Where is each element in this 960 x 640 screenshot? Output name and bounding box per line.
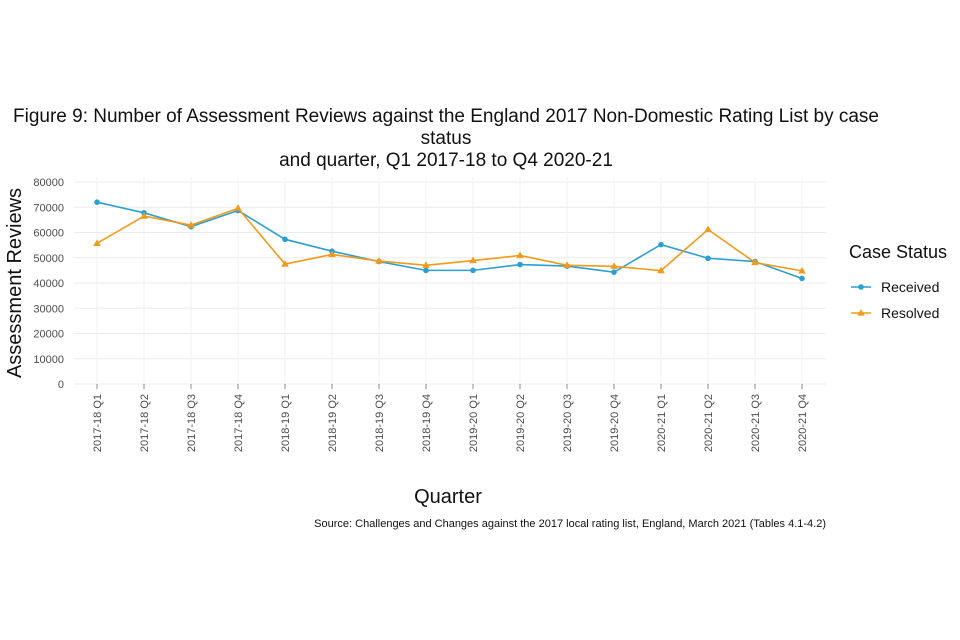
data-point-resolved	[751, 258, 759, 266]
legend-label-received: Received	[881, 279, 939, 295]
x-tick-label: 2017-18 Q3	[186, 394, 198, 452]
data-point-resolved	[563, 261, 571, 268]
data-point-resolved	[234, 204, 242, 211]
data-point-resolved	[93, 239, 101, 246]
x-tick-label: 2020-21 Q3	[750, 394, 762, 452]
x-tick-label: 2018-19 Q1	[280, 394, 292, 452]
legend-marker-received	[858, 284, 864, 290]
data-point-received	[799, 275, 805, 282]
data-point-resolved	[516, 251, 524, 259]
x-tick-label: 2017-18 Q2	[139, 394, 151, 452]
y-tick-label: 30000	[33, 303, 64, 315]
y-tick-label: 20000	[33, 329, 64, 341]
x-tick-label: 2019-20 Q2	[515, 394, 527, 452]
chart-title-line-1: Figure 9: Number of Assessment Reviews a…	[13, 106, 879, 149]
x-tick-label: 2017-18 Q4	[233, 394, 245, 452]
series-line-received	[96, 201, 803, 280]
gridlines	[74, 177, 826, 385]
data-point-resolved	[798, 266, 806, 274]
y-tick-label: 60000	[33, 228, 64, 240]
series-group	[93, 199, 806, 282]
data-point-resolved	[422, 261, 430, 268]
data-point-resolved	[281, 260, 289, 267]
legend: Case Status Received Resolved	[849, 242, 947, 321]
series-line-resolved	[96, 207, 803, 272]
x-tick-label: 2018-19 Q3	[374, 394, 386, 452]
x-axis-title: Quarter	[414, 486, 482, 508]
x-tick-label: 2020-21 Q1	[656, 394, 668, 452]
legend-title: Case Status	[849, 242, 947, 262]
data-point-resolved	[704, 225, 712, 233]
chart-title-line-2: and quarter, Q1 2017-18 to Q4 2020-21	[279, 150, 613, 171]
y-tick-label: 40000	[33, 278, 64, 290]
data-point-received	[517, 261, 523, 268]
y-tick-label: 70000	[33, 202, 64, 214]
y-tick-label: 50000	[33, 253, 64, 265]
data-point-received	[282, 236, 288, 243]
data-point-received	[705, 255, 711, 262]
data-point-received	[611, 269, 617, 275]
data-point-received	[94, 199, 100, 205]
data-point-resolved	[657, 266, 665, 274]
x-axis-ticks: 2017-18 Q1 2017-18 Q2 2017-18 Q3 2017-18 Q4…	[92, 384, 809, 452]
x-tick-label: 2020-21 Q4	[797, 394, 809, 452]
x-tick-label: 2019-20 Q4	[609, 394, 621, 452]
x-tick-label: 2017-18 Q1	[92, 394, 104, 452]
y-axis-title: Assessment Reviews	[4, 188, 26, 378]
x-tick-label: 2019-20 Q3	[562, 394, 574, 452]
legend-label-resolved: Resolved	[881, 305, 939, 321]
chart-title: Figure 9: Number of Assessment Reviews a…	[0, 106, 892, 172]
y-axis-ticks: 0 10000 20000 30000 40000 50000 60000 70000 8000…	[33, 177, 64, 391]
source-note: Source: Challenges and Changes against t…	[314, 518, 826, 530]
data-point-resolved	[140, 212, 148, 219]
y-tick-label: 80000	[33, 177, 64, 189]
data-point-resolved	[328, 250, 336, 258]
data-point-resolved	[469, 256, 477, 264]
data-point-resolved	[187, 221, 195, 228]
data-point-received	[658, 241, 664, 248]
x-tick-label: 2018-19 Q4	[421, 394, 433, 452]
y-tick-label: 0	[58, 379, 64, 391]
y-tick-label: 10000	[33, 354, 64, 366]
x-tick-label: 2020-21 Q2	[703, 394, 715, 452]
data-point-received	[423, 267, 429, 274]
data-point-received	[470, 267, 476, 274]
x-tick-label: 2018-19 Q2	[327, 394, 339, 452]
data-point-resolved	[375, 257, 383, 264]
data-point-resolved	[610, 262, 618, 269]
legend-marker-resolved	[857, 309, 865, 316]
x-tick-label: 2019-20 Q1	[468, 394, 480, 452]
